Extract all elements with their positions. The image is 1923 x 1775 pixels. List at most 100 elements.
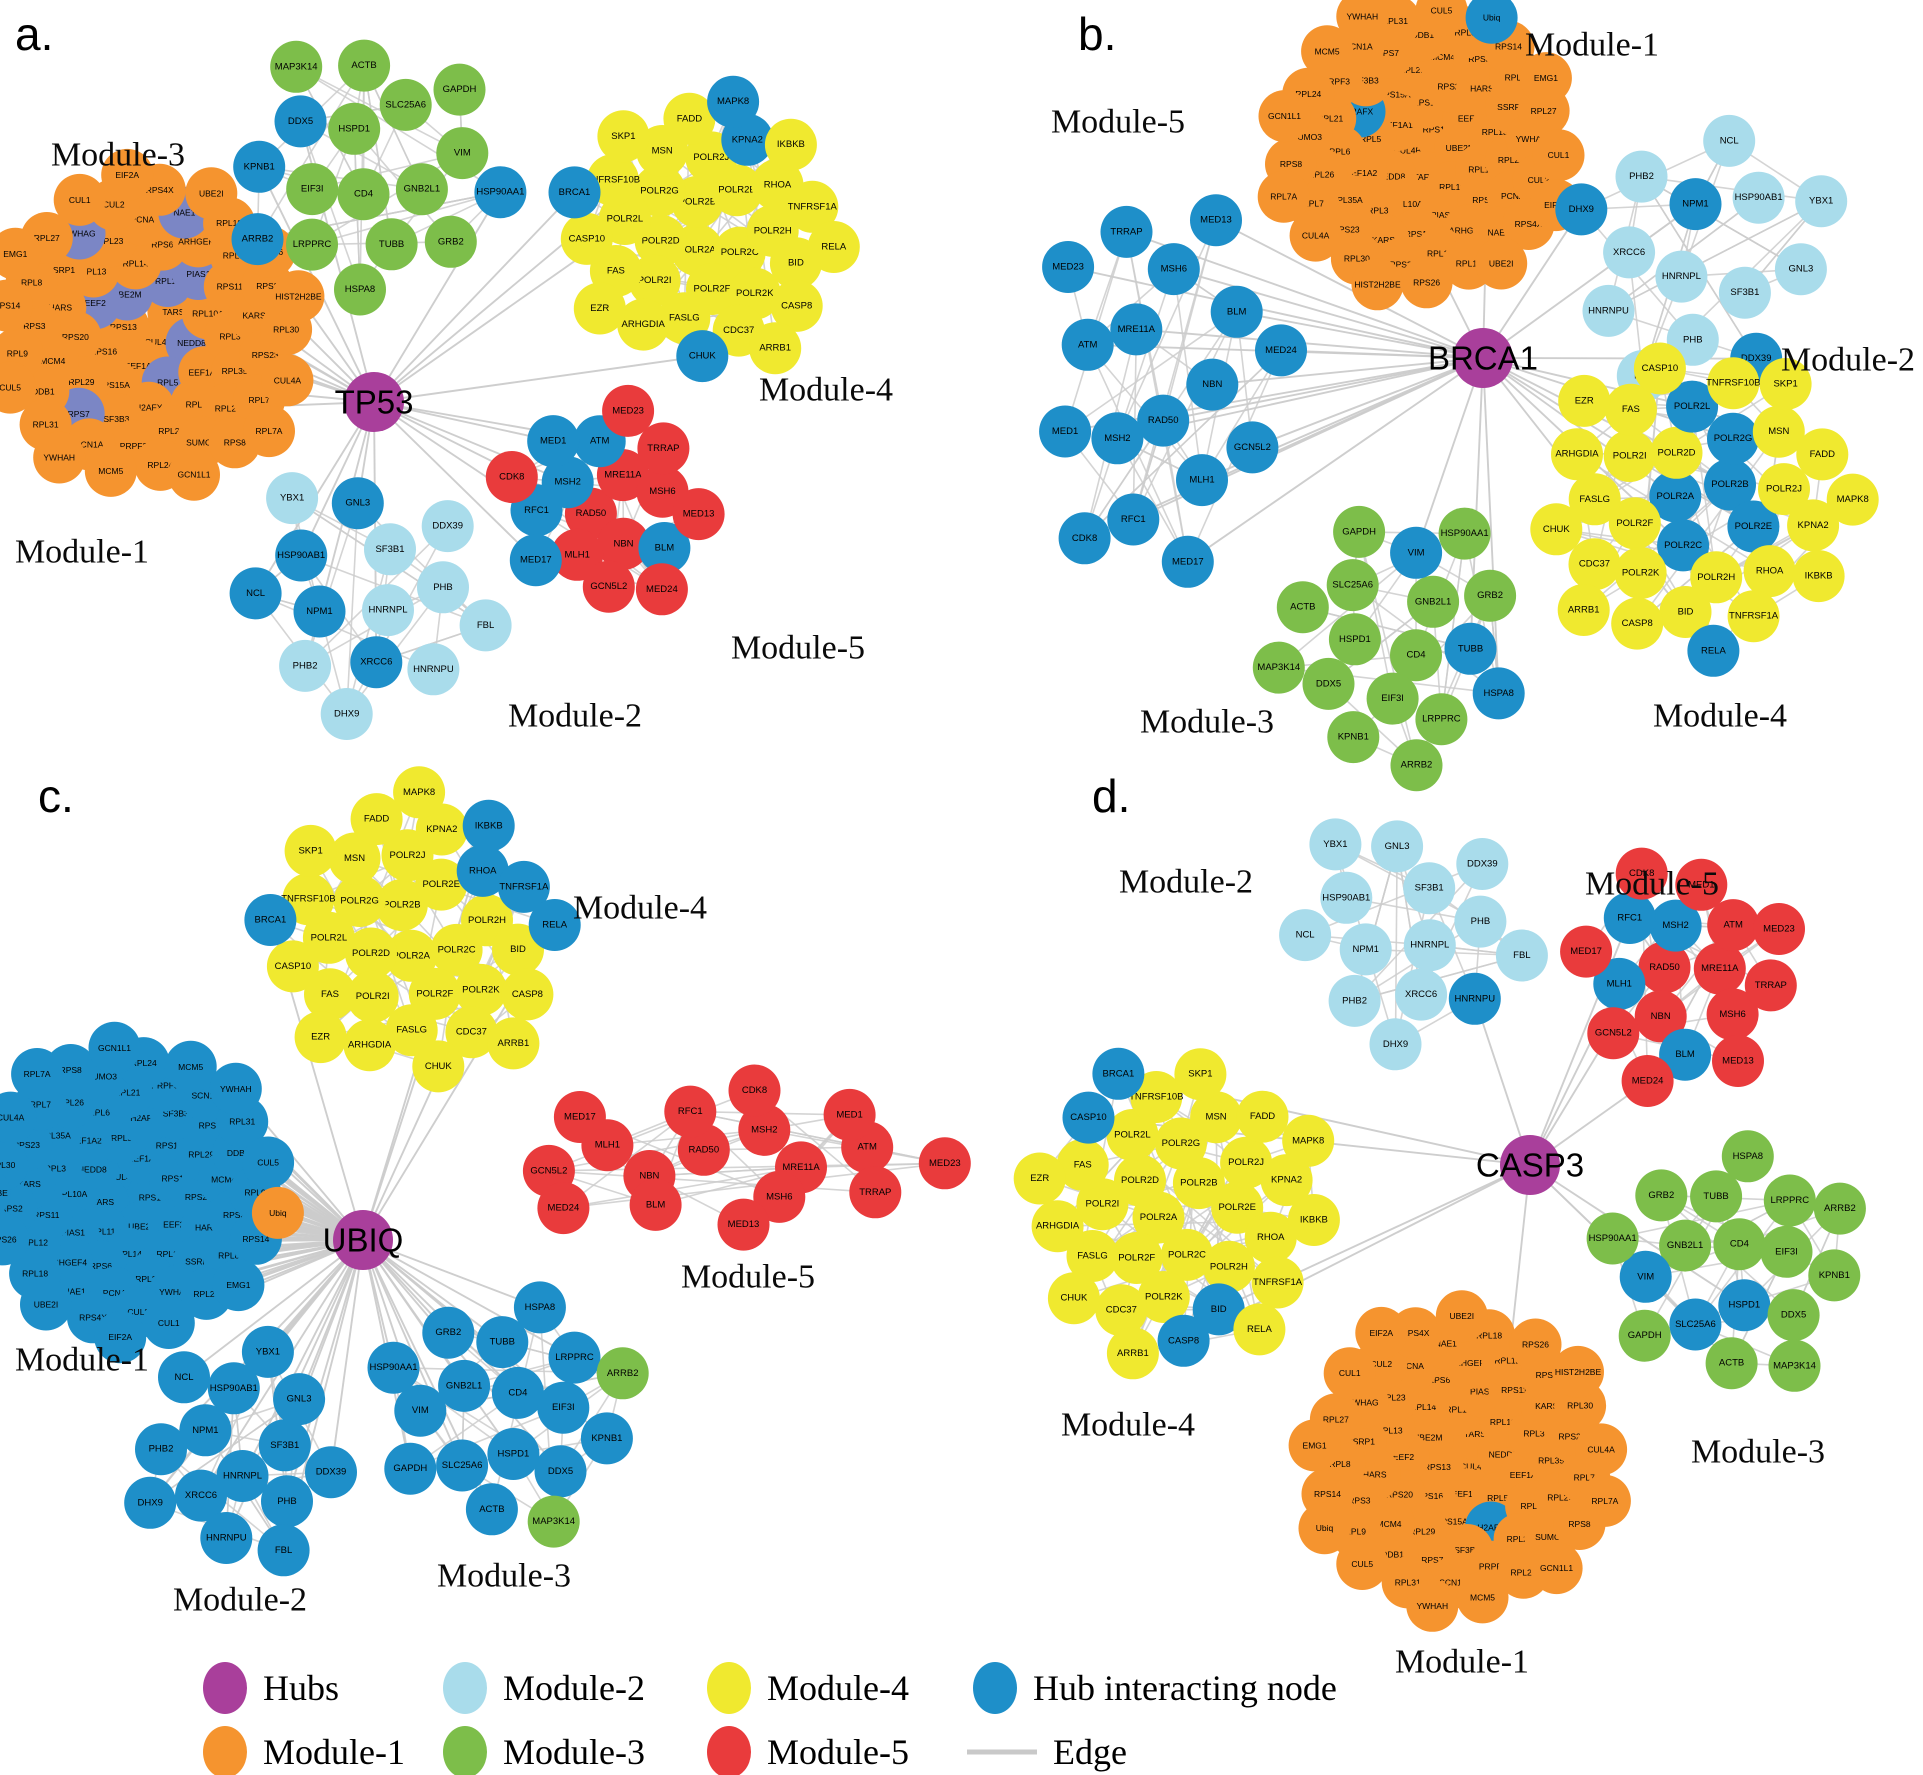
node-RAD50[interactable]: RAD50 (1137, 394, 1190, 447)
node-CASP10[interactable]: CASP10 (1633, 342, 1686, 395)
node-TNFRSF1A[interactable]: TNFRSF1A (1251, 1256, 1304, 1309)
node-MSH6[interactable]: MSH6 (1147, 243, 1200, 296)
node-POLR2J[interactable]: POLR2J (1758, 463, 1810, 516)
node-NCL[interactable]: NCL (1279, 909, 1332, 962)
node-TNFRSF10B[interactable]: TNFRSF10B (281, 873, 336, 926)
node-CDC37[interactable]: CDC37 (445, 1006, 498, 1059)
node-TNFRSF1A[interactable]: TNFRSF1A (497, 860, 550, 913)
node-MCM5[interactable]: MCM5 (1456, 1571, 1509, 1624)
node-CDK8[interactable]: CDK8 (1615, 847, 1668, 900)
node-SF3B1[interactable]: SF3B1 (1718, 266, 1771, 319)
node-ACTB[interactable]: ACTB (465, 1483, 518, 1536)
node-HSPD1[interactable]: HSPD1 (1328, 613, 1381, 666)
node-MAPK8[interactable]: MAPK8 (1282, 1114, 1335, 1167)
node-MED13[interactable]: MED13 (1712, 1035, 1764, 1087)
node-MSH6[interactable]: MSH6 (1706, 988, 1759, 1041)
node-IKBKB[interactable]: IKBKB (462, 799, 515, 852)
node-MED1[interactable]: MED1 (527, 415, 580, 468)
node-CDK8[interactable]: CDK8 (1058, 512, 1111, 565)
node-DDX39[interactable]: DDX39 (421, 500, 474, 553)
node-PHB[interactable]: PHB (261, 1475, 313, 1528)
node-UBE2I[interactable]: UBE2I (1475, 237, 1528, 290)
node-MED24[interactable]: MED24 (1255, 324, 1307, 377)
node-VIM[interactable]: VIM (394, 1384, 447, 1437)
node-HSP90AA1[interactable]: HSP90AA1 (1586, 1212, 1639, 1265)
node-POLR2J[interactable]: POLR2J (1220, 1136, 1273, 1189)
node-GNB2L1[interactable]: GNB2L1 (1659, 1219, 1712, 1272)
node-POLR2H[interactable]: POLR2H (1690, 551, 1743, 604)
node-GRB2[interactable]: GRB2 (424, 215, 477, 268)
node-MSN[interactable]: MSN (328, 832, 381, 885)
node-DDX39[interactable]: DDX39 (305, 1446, 357, 1499)
node-NBN[interactable]: NBN (1634, 990, 1687, 1043)
node-FBL[interactable]: FBL (459, 599, 512, 652)
node-TRRAP[interactable]: TRRAP (1100, 205, 1153, 258)
node-TUBB[interactable]: TUBB (1444, 622, 1497, 675)
node-HNRNPU[interactable]: HNRNPU (407, 643, 460, 696)
node-KPNB1[interactable]: KPNB1 (233, 140, 286, 193)
node-FAS[interactable]: FAS (1056, 1138, 1109, 1191)
node-GRB2[interactable]: GRB2 (1464, 569, 1517, 622)
node-EIF2A[interactable]: EIF2A (1355, 1306, 1408, 1359)
node-RELA[interactable]: RELA (807, 221, 860, 273)
node-BID[interactable]: BID (1192, 1283, 1245, 1336)
node-ARRB2[interactable]: ARRB2 (1813, 1182, 1866, 1235)
node-ARRB1[interactable]: ARRB1 (1106, 1327, 1159, 1380)
node-ACTB[interactable]: ACTB (1705, 1337, 1758, 1390)
node-FBL[interactable]: FBL (1495, 929, 1548, 982)
node-GAPDH[interactable]: GAPDH (1333, 505, 1386, 558)
node-BRCA1[interactable]: BRCA1 (244, 894, 297, 946)
node-FADD[interactable]: FADD (1236, 1090, 1289, 1143)
node-CUL1[interactable]: CUL1 (142, 1297, 195, 1349)
node-NPM1[interactable]: NPM1 (293, 585, 346, 638)
node-ARRB2[interactable]: ARRB2 (596, 1347, 649, 1400)
node-VIM[interactable]: VIM (1619, 1250, 1672, 1303)
node-VIM[interactable]: VIM (436, 127, 489, 180)
node-RHOA[interactable]: RHOA (456, 844, 509, 897)
node-POLR2I[interactable]: POLR2I (346, 970, 399, 1023)
node-HSP90AB1[interactable]: HSP90AB1 (275, 529, 328, 582)
node-EIF2A[interactable]: EIF2A (94, 1311, 147, 1364)
node-GCN1L1[interactable]: GCN1L1 (168, 448, 220, 501)
node-GNB2L1[interactable]: GNB2L1 (1407, 575, 1460, 628)
node-DDX39[interactable]: DDX39 (1456, 838, 1509, 890)
node-NCL[interactable]: NCL (229, 567, 282, 620)
node-POLR2E[interactable]: POLR2E (1727, 500, 1780, 553)
node-CUL5[interactable]: CUL5 (0, 361, 37, 414)
node-HSP90AB1[interactable]: HSP90AB1 (207, 1362, 260, 1415)
node-GCN1L1[interactable]: GCN1L1 (1530, 1542, 1583, 1595)
node-HSP90AA1[interactable]: HSP90AA1 (474, 166, 527, 219)
node-BRCA1[interactable]: BRCA1 (1092, 1047, 1145, 1100)
node-LRPPRC[interactable]: LRPPRC (286, 218, 338, 271)
node-GNL3[interactable]: GNL3 (1371, 820, 1424, 873)
node-CUL5[interactable]: CUL5 (1415, 0, 1468, 37)
node-MED17[interactable]: MED17 (509, 534, 562, 587)
node-ARRB2[interactable]: ARRB2 (231, 213, 284, 266)
node-MED1[interactable]: MED1 (1039, 405, 1092, 458)
node-POLR2K[interactable]: POLR2K (1137, 1271, 1190, 1323)
node-TNFRSF1A[interactable]: TNFRSF1A (786, 180, 839, 233)
node-DDX5[interactable]: DDX5 (534, 1445, 587, 1498)
node-LRPPRC[interactable]: LRPPRC (1763, 1174, 1816, 1227)
node-EIF3I[interactable]: EIF3I (1760, 1225, 1813, 1278)
node-Ubiq[interactable]: Ubiq (251, 1186, 304, 1239)
node-CASP10[interactable]: CASP10 (1062, 1091, 1115, 1144)
node-NPM1[interactable]: NPM1 (1669, 178, 1722, 231)
node-MED17[interactable]: MED17 (1161, 535, 1214, 588)
hub-node-UBIQ[interactable]: UBIQ (323, 1210, 404, 1270)
node-CASP8[interactable]: CASP8 (770, 279, 823, 332)
node-RELA[interactable]: RELA (1233, 1303, 1286, 1356)
node-DDX5[interactable]: DDX5 (1302, 657, 1355, 710)
node-MED17[interactable]: MED17 (553, 1091, 606, 1143)
node-POLR2L[interactable]: POLR2L (1106, 1109, 1159, 1161)
node-HSPD1[interactable]: HSPD1 (1718, 1279, 1771, 1332)
node-IKBKB[interactable]: IKBKB (1792, 550, 1845, 603)
node-GNB2L1[interactable]: GNB2L1 (395, 163, 448, 216)
node-SKP1[interactable]: SKP1 (1759, 358, 1812, 410)
node-SKP1[interactable]: SKP1 (284, 824, 337, 877)
node-MSN[interactable]: MSN (1190, 1091, 1243, 1144)
node-MSH2[interactable]: MSH2 (738, 1103, 791, 1156)
node-ARHGDIA[interactable]: ARHGDIA (343, 1019, 396, 1072)
node-POLR2B[interactable]: POLR2B (375, 879, 428, 931)
node-CHUK[interactable]: CHUK (676, 330, 729, 383)
